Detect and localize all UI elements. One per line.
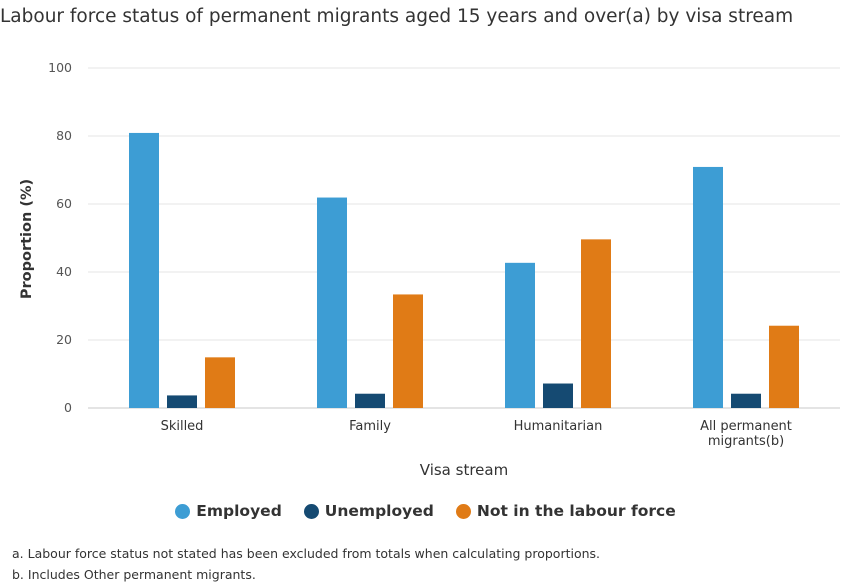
legend-swatch-not-in-labour-force (455, 503, 471, 519)
bar-unemployed-1[interactable] (355, 393, 385, 408)
x-axis-ticks: Skilled Family Humanitarian All permanentmi… (161, 419, 792, 449)
y-tick-label: 20 (56, 332, 72, 347)
bar-employed-2[interactable] (505, 262, 535, 408)
x-axis-label: Visa stream (420, 461, 508, 479)
legend-label-unemployed: Unemployed (324, 502, 434, 520)
x-tick-label: Skilled (161, 419, 204, 434)
y-tick-label: 80 (56, 128, 72, 143)
bars (129, 132, 799, 408)
x-tick-label: migrants(b) (708, 434, 784, 449)
bar-unemployed-0[interactable] (167, 395, 197, 408)
legend-item-not-in-labour-force[interactable]: Not in the labour force (455, 502, 676, 520)
footnote-a: a. Labour force status not stated has be… (12, 546, 601, 561)
legend-item-unemployed[interactable]: Unemployed (303, 502, 434, 520)
y-tick-label: 60 (56, 196, 72, 211)
legend-item-employed[interactable]: Employed (175, 502, 282, 520)
y-tick-label: 40 (56, 264, 72, 279)
y-axis-label: Proportion (%) (19, 179, 35, 299)
legend-label-employed: Employed (196, 502, 282, 520)
legend-swatch-employed (175, 503, 191, 519)
bar-not-in-the-labour-force-1[interactable] (393, 294, 423, 408)
gridlines (88, 67, 840, 409)
footnote-b: b. Includes Other permanent migrants. (12, 567, 256, 582)
x-tick-label: All permanent (700, 419, 792, 434)
chart-title: Labour force status of permanent migrant… (0, 6, 794, 27)
legend-label-not-in-labour-force: Not in the labour force (476, 502, 676, 520)
y-tick-label: 0 (64, 400, 72, 415)
x-tick-label: Humanitarian (514, 419, 603, 434)
legend: Employed Unemployed Not in the labour fo… (0, 502, 851, 520)
bar-not-in-the-labour-force-0[interactable] (205, 357, 235, 408)
bar-unemployed-2[interactable] (543, 383, 573, 408)
legend-swatch-unemployed (303, 503, 319, 519)
bar-not-in-the-labour-force-2[interactable] (581, 239, 611, 408)
bar-unemployed-3[interactable] (731, 393, 761, 408)
bar-not-in-the-labour-force-3[interactable] (769, 325, 799, 408)
chart-plot: 0 20 40 60 80 100 Skilled Family Humanitarian Al… (19, 60, 840, 479)
x-tick-label: Family (349, 419, 391, 434)
footnotes: a. Labour force status not stated has be… (12, 543, 600, 585)
bar-employed-3[interactable] (693, 166, 723, 408)
y-tick-label: 100 (48, 60, 72, 75)
y-axis-ticks: 0 20 40 60 80 100 (48, 60, 72, 415)
bar-employed-0[interactable] (129, 132, 159, 408)
bar-employed-1[interactable] (317, 197, 347, 408)
